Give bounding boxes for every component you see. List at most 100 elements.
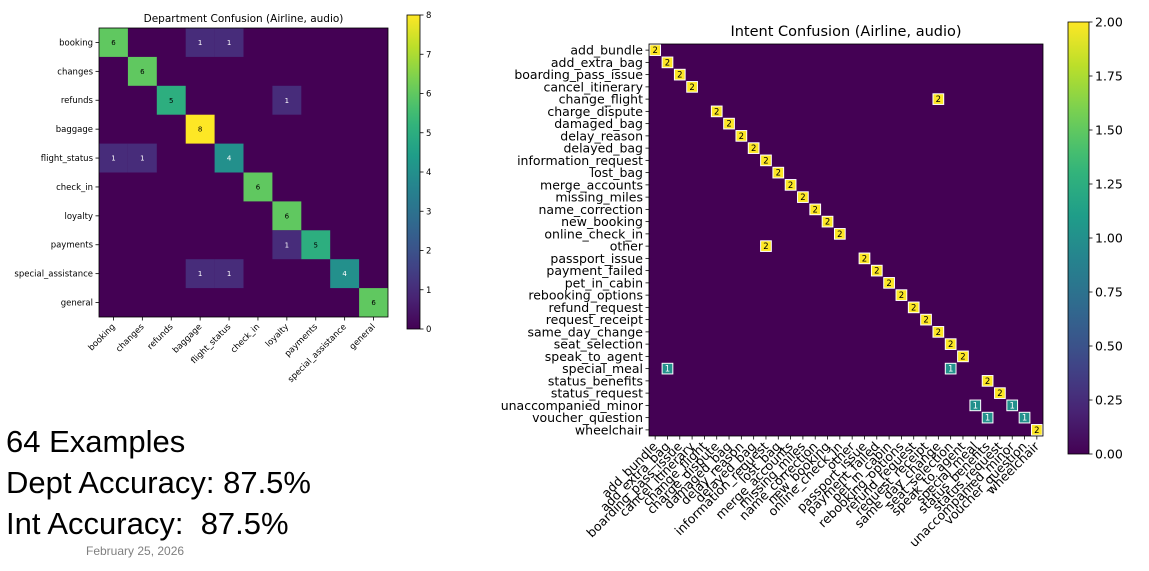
intent-colorbar-label: 0.00 [1095,447,1123,462]
dept-cell [214,28,244,57]
dept-cell-value: 1 [285,97,289,105]
intent-row-label: delay_reason [560,128,643,143]
dept-cell [243,172,273,202]
dept-row-label: flight_status [41,154,94,164]
intent-cell [944,338,957,350]
dept-cell [272,230,302,260]
intent-colorbar-label: 0.75 [1095,285,1123,300]
intent-row-label: speak_to_agent [545,349,643,364]
intent-cell [957,350,969,363]
intent-row-label: special_meal [562,361,643,376]
intent-colorbar-label: 0.50 [1095,339,1123,354]
intent-cell [870,264,883,277]
intent-accuracy: Int Accuracy: 87.5% [6,506,289,541]
intent-cell [994,387,1006,399]
intent-cell [981,411,994,424]
intent-cell [833,228,846,240]
intent-cell [686,81,698,93]
dept-heatmap: 6 1 1 6 5 1 8 1 1 4 6 6 1 5 1 1 4 6 Department Confusion (… [14,11,431,385]
dept-cell-value: 4 [342,270,347,278]
intent-row-label: same_day_change [527,324,643,339]
dept-cell-value: 6 [111,39,116,47]
dept-cell-value: 6 [285,212,290,220]
intent-cell-value: 1 [1022,414,1027,424]
intent-cell-value: 2 [800,193,805,203]
dept-cell-value: 8 [198,126,202,134]
intent-cell [723,117,735,130]
dept-colorbar-label: 4 [426,168,431,178]
intent-cell-value: 2 [923,316,928,326]
intent-row-label: pet_in_cabin [565,275,643,290]
intent-cell-value: 1 [948,365,953,375]
intent-row-label: new_booking [561,214,643,229]
intent-row-label: add_bundle [570,43,643,58]
dept-row-label: check_in [56,183,93,193]
dept-title: Department Confusion (Airline, audio) [144,13,344,25]
intent-row-label: name_correction [538,202,643,217]
dept-cell [214,143,244,173]
intent-cell-value: 2 [948,340,953,350]
intent-cell-value: 2 [837,230,842,240]
intent-cell [809,203,822,216]
intent-colorbar-label: 2.00 [1095,15,1123,30]
intent-cell-value: 2 [862,254,867,264]
intent-row-label: status_benefits [548,373,643,388]
dept-cell [301,230,331,260]
dept-row-label: loyalty [64,212,93,222]
dept-colorbar-label: 1 [426,286,431,296]
intent-row-label: voucher_question [532,410,643,425]
dept-cell-value: 6 [140,68,145,76]
intent-cell [661,56,674,69]
intent-cell [821,215,834,228]
dept-row-label: special_assistance [14,270,93,280]
dept-cell-value: 1 [227,39,231,47]
dept-cell-value: 1 [198,270,202,278]
dept-colorbar-label: 8 [426,11,431,21]
dept-colorbar-label: 7 [426,50,431,60]
dept-row-label: baggage [56,125,93,135]
dept-cell [156,85,186,115]
dept-cell [214,259,244,289]
intent-cell-value: 2 [652,46,657,56]
dept-cell-value: 4 [227,155,232,163]
intent-cell-value: 2 [776,169,781,179]
intent-cell [1018,411,1031,424]
intent-cell [710,105,723,118]
dept-col-label: check_in [229,322,262,355]
dept-cell-value: 1 [198,39,202,47]
intent-colorbar-label: 0.25 [1095,393,1123,408]
dept-cell [359,288,388,317]
intent-frame [648,43,1044,437]
dept-col-label: general [348,322,378,352]
intent-colorbar [1067,21,1090,455]
dept-colorbar-label: 3 [426,207,431,217]
dept-row-label: refunds [61,96,94,106]
date-label: February 25, 2026 [86,544,185,558]
dept-cell-value: 1 [140,155,144,163]
dept-cell-value: 6 [371,299,376,307]
intent-row-label: payment_failed [546,263,643,278]
intent-cell [907,301,920,314]
dept-cell [272,85,302,115]
intent-colorbar-label: 1.00 [1095,231,1123,246]
dept-cell [185,114,215,144]
intent-row-label: refund_request [548,300,643,315]
dept-col-label: changes [114,322,147,355]
intent-row-label: rebooking_options [528,288,643,303]
intent-cell [1006,399,1019,412]
intent-cell-value: 2 [1034,426,1039,436]
intent-cell-value: 2 [763,156,768,166]
intent-cell-value: 2 [714,107,719,117]
intent-row-label: status_request [551,386,643,401]
intent-cell-value: 2 [813,205,818,215]
dept-colorbar-label: 0 [426,325,431,335]
dept-colorbar [406,14,421,330]
dept-row-label: general [61,299,93,309]
intent-colorbar-label: 1.75 [1095,69,1123,84]
dept-cell [127,56,157,86]
intent-cell [760,154,772,167]
dept-cell-value: 5 [169,97,173,105]
intent-cell [797,191,809,203]
